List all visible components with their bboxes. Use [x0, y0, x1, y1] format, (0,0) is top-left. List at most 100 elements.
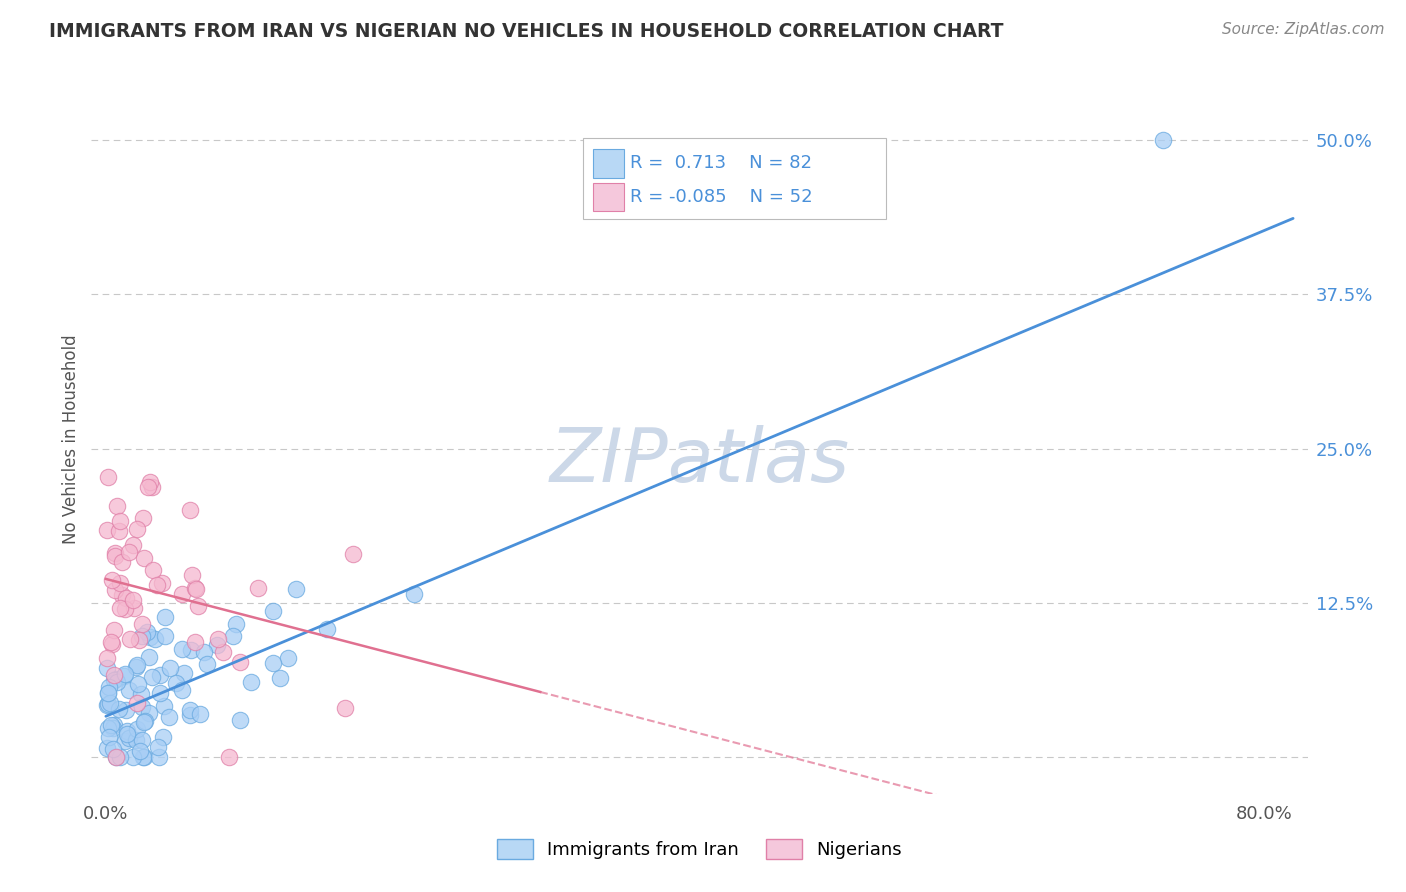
Point: [131, 700, 153, 714]
Point: [225, 617, 247, 632]
Point: [222, 629, 245, 643]
Point: [118, 683, 141, 698]
Point: [96, 741, 118, 756]
Point: [125, 658, 148, 673]
Point: [149, 686, 172, 700]
Point: [97, 698, 120, 712]
Point: [240, 674, 263, 689]
Point: [184, 582, 207, 596]
Point: [149, 668, 172, 682]
Point: [114, 703, 136, 717]
Point: [148, 750, 170, 764]
Point: [135, 625, 157, 640]
Point: [108, 702, 131, 716]
Point: [96, 686, 118, 700]
Point: [152, 730, 174, 744]
Point: [117, 545, 139, 559]
Point: [333, 700, 356, 714]
Point: [131, 511, 153, 525]
Point: [96, 698, 118, 712]
Point: [111, 588, 134, 602]
Text: R = -0.085    N = 52: R = -0.085 N = 52: [630, 188, 813, 206]
Point: [141, 480, 163, 494]
Point: [114, 601, 136, 615]
Point: [262, 656, 284, 670]
Point: [229, 655, 252, 669]
Point: [118, 632, 141, 647]
Point: [104, 582, 127, 597]
Point: [127, 723, 149, 737]
Point: [139, 475, 162, 489]
Y-axis label: No Vehicles in Household: No Vehicles in Household: [62, 334, 80, 544]
Point: [104, 750, 127, 764]
Point: [112, 668, 135, 682]
Point: [269, 672, 291, 686]
Legend: Immigrants from Iran, Nigerians: Immigrants from Iran, Nigerians: [489, 832, 910, 866]
Point: [193, 645, 215, 659]
Point: [103, 668, 125, 682]
Point: [184, 582, 207, 596]
Point: [129, 687, 152, 701]
Point: [170, 587, 193, 601]
Point: [125, 696, 148, 710]
Point: [131, 733, 153, 747]
Point: [132, 714, 155, 729]
Point: [96, 661, 118, 675]
Point: [187, 599, 209, 614]
Point: [139, 630, 162, 644]
Point: [103, 623, 125, 637]
Point: [115, 727, 138, 741]
Point: [107, 524, 129, 538]
Point: [98, 681, 121, 695]
Point: [1152, 133, 1174, 147]
Point: [100, 573, 122, 587]
Point: [110, 750, 132, 764]
Point: [184, 635, 207, 649]
Point: [97, 470, 120, 484]
Point: [97, 721, 120, 735]
Point: [195, 657, 218, 671]
Point: [181, 567, 204, 582]
Point: [122, 750, 145, 764]
Point: [205, 639, 228, 653]
Point: [114, 734, 136, 748]
Point: [104, 549, 127, 563]
Point: [101, 742, 124, 756]
Point: [180, 643, 202, 657]
Point: [138, 649, 160, 664]
Point: [188, 707, 211, 722]
Point: [103, 673, 125, 687]
Point: [131, 617, 153, 632]
Point: [207, 632, 229, 647]
Point: [316, 622, 339, 636]
Point: [101, 722, 124, 736]
Point: [122, 600, 145, 615]
Point: [115, 591, 138, 606]
Point: [262, 604, 284, 618]
Point: [172, 641, 194, 656]
Point: [143, 632, 166, 646]
Point: [134, 714, 156, 728]
Point: [108, 514, 131, 528]
Point: [108, 575, 131, 590]
Point: [114, 667, 136, 681]
Point: [179, 703, 201, 717]
Point: [104, 546, 127, 560]
Point: [148, 740, 170, 755]
Text: R =  0.713    N = 82: R = 0.713 N = 82: [630, 154, 811, 172]
Point: [103, 718, 125, 732]
Point: [342, 547, 364, 561]
Text: IMMIGRANTS FROM IRAN VS NIGERIAN NO VEHICLES IN HOUSEHOLD CORRELATION CHART: IMMIGRANTS FROM IRAN VS NIGERIAN NO VEHI…: [49, 22, 1004, 41]
Point: [132, 750, 155, 764]
Point: [153, 629, 176, 643]
Point: [141, 670, 163, 684]
Point: [111, 555, 134, 569]
Point: [404, 586, 426, 600]
Point: [218, 750, 240, 764]
Point: [125, 659, 148, 673]
Point: [118, 731, 141, 746]
Point: [285, 582, 308, 596]
Point: [100, 717, 122, 731]
Point: [155, 610, 177, 624]
Point: [157, 709, 180, 723]
